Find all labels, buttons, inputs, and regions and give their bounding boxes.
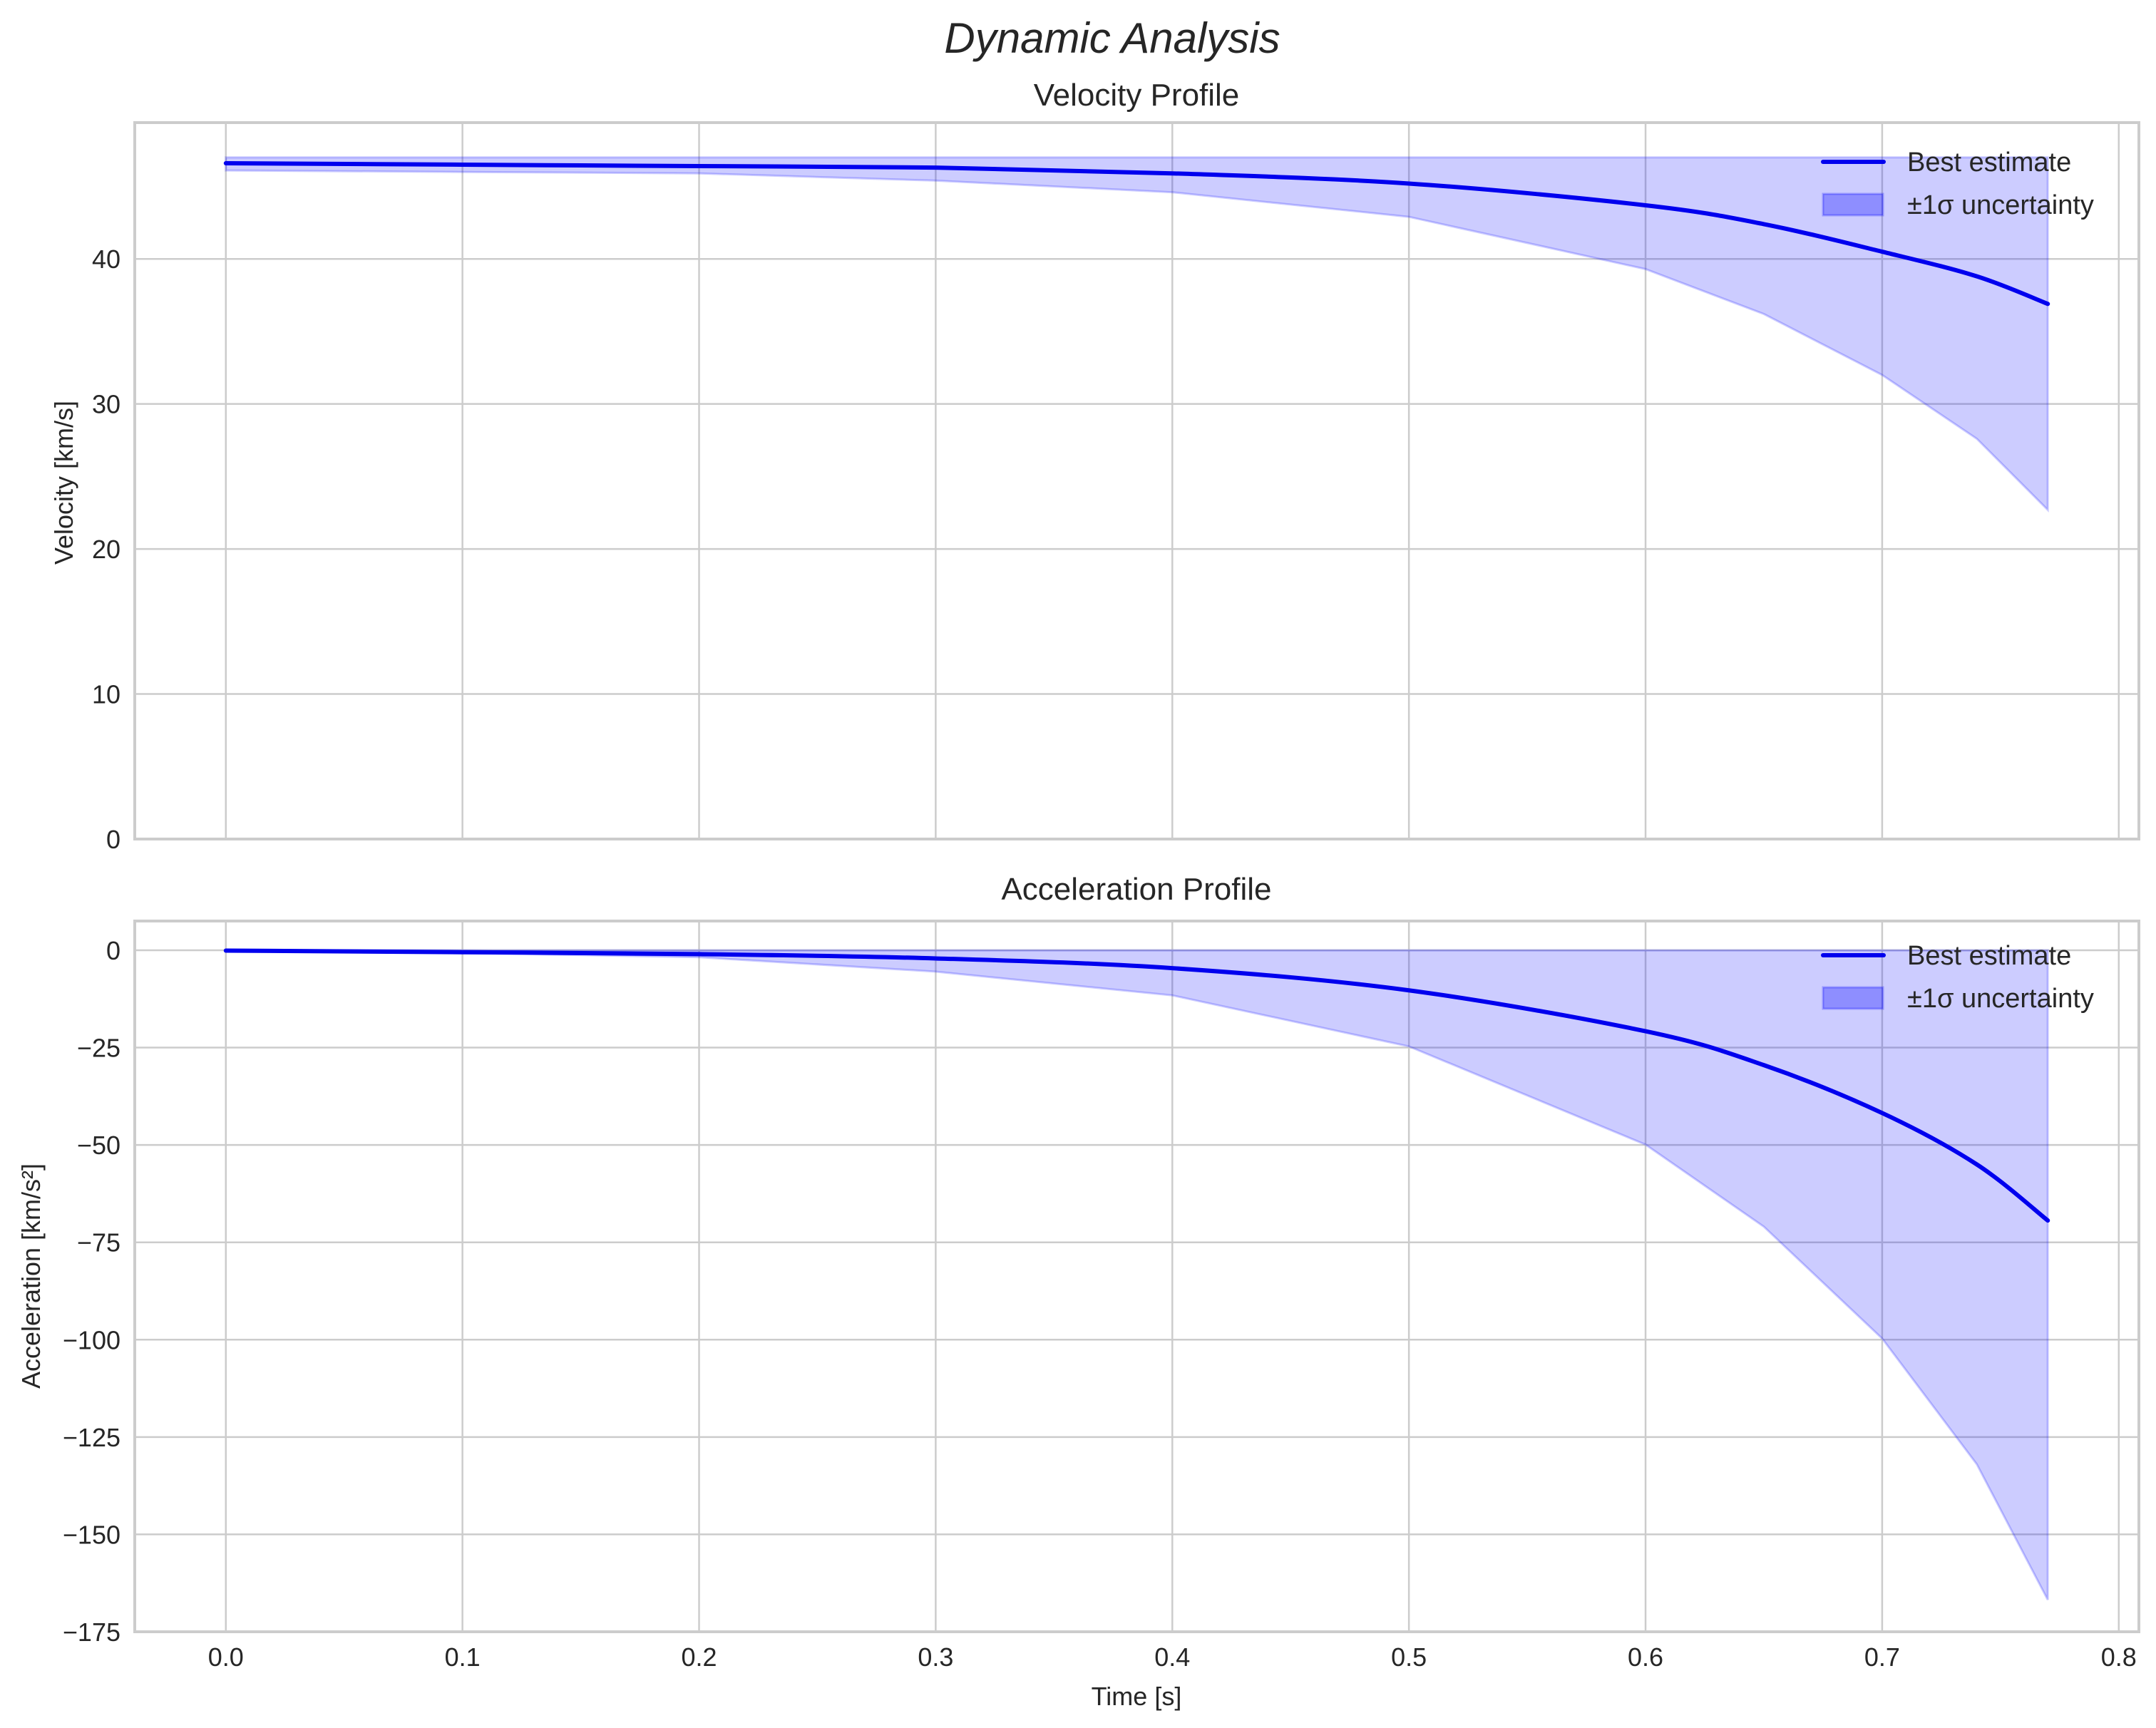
legend-band-swatch — [1822, 192, 1884, 217]
x-tick-label: 0.4 — [1154, 1642, 1190, 1672]
x-tick-label: 0.2 — [682, 1642, 717, 1672]
legend-best-estimate: Best estimate — [1907, 148, 2071, 178]
y-tick-label: 0 — [106, 825, 120, 854]
legend-band-swatch — [1822, 986, 1884, 1010]
y-tick-label: 40 — [92, 245, 120, 274]
y-tick-label: −50 — [77, 1131, 120, 1160]
y-tick-label: 30 — [92, 390, 120, 419]
y-tick-label: −175 — [63, 1618, 120, 1647]
legend-uncertainty: ±1σ uncertainty — [1907, 984, 2094, 1014]
x-tick-label: 0.6 — [1628, 1642, 1663, 1672]
x-tick-label: 0.3 — [918, 1642, 953, 1672]
x-axis-label: Time [s] — [1092, 1682, 1182, 1711]
y-tick-label: −75 — [77, 1228, 120, 1258]
x-tick-label: 0.5 — [1391, 1642, 1427, 1672]
x-tick-label: 0.1 — [445, 1642, 481, 1672]
axes-frame — [133, 920, 2140, 1633]
velocity-legend: Best estimate ±1σ uncertainty — [1821, 148, 2094, 220]
y-tick-label: −150 — [63, 1520, 120, 1549]
best-estimate-line — [223, 160, 2050, 307]
acceleration-legend: Best estimate ±1σ uncertainty — [1821, 941, 2094, 1014]
velocity-title: Velocity Profile — [1034, 78, 1240, 113]
acceleration-plot-area: 0.0 0.1 0.2 0.3 0.4 0.5 0.6 0.7 0.8 0 −25 −50 −75 −10… — [63, 920, 2140, 1672]
velocity-y-label: Velocity [km/s] — [49, 401, 78, 565]
acceleration-title: Acceleration Profile — [1001, 872, 1271, 907]
y-tick-label: 0 — [106, 936, 120, 965]
y-tick-label: 10 — [92, 680, 120, 709]
velocity-panel: Velocity Profile Velocity [km/s] 0 10 20 30… — [49, 78, 2140, 854]
velocity-plot-area: 0 10 20 30 40 — [92, 121, 2140, 854]
uncertainty-band — [225, 156, 2049, 513]
legend-uncertainty: ±1σ uncertainty — [1907, 190, 2094, 220]
acceleration-y-label: Acceleration [km/s²] — [16, 1163, 46, 1389]
x-tick-label: 0.0 — [208, 1642, 244, 1672]
y-tick-label: −125 — [63, 1423, 120, 1452]
best-estimate-line — [223, 948, 2050, 1223]
axes-frame — [133, 121, 2140, 840]
x-tick-label: 0.7 — [1864, 1642, 1900, 1672]
figure-title: Dynamic Analysis — [944, 14, 1280, 62]
y-tick-label: −100 — [63, 1325, 120, 1354]
uncertainty-band — [225, 949, 2049, 1600]
acceleration-panel: Acceleration Profile Acceleration [km/s²… — [16, 872, 2140, 1711]
y-tick-label: −25 — [77, 1034, 120, 1063]
x-tick-label: 0.8 — [2101, 1642, 2137, 1672]
y-tick-label: 20 — [92, 535, 120, 564]
legend-best-estimate: Best estimate — [1907, 941, 2071, 971]
